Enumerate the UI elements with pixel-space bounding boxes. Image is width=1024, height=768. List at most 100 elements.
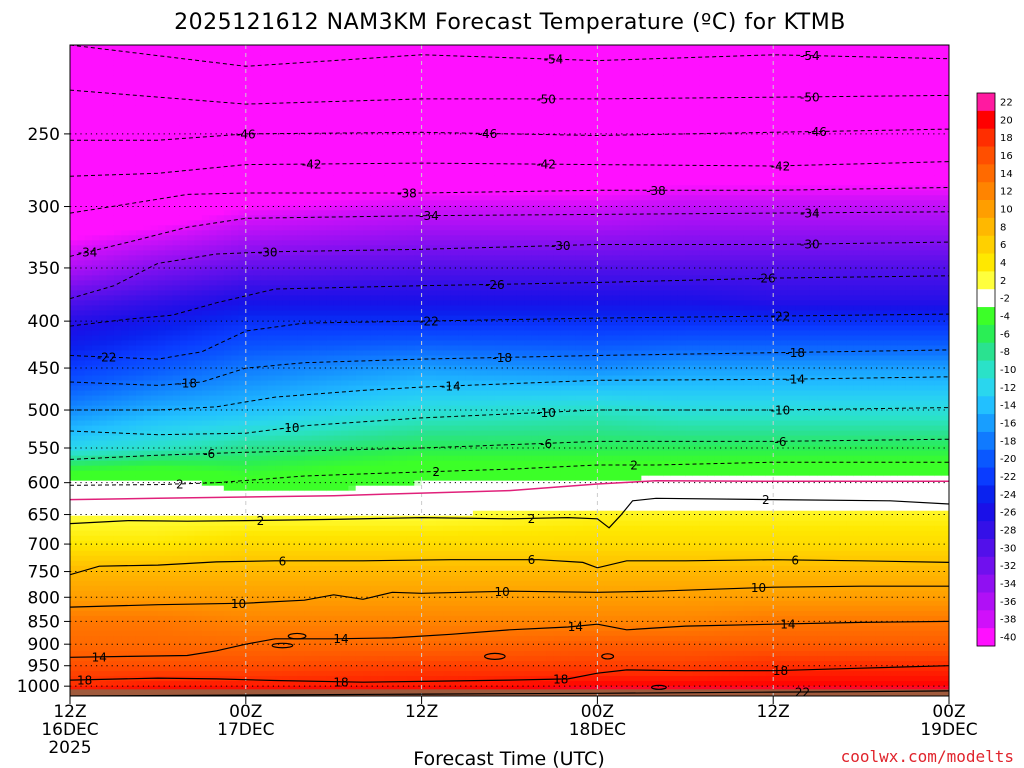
temperature-cell <box>297 185 305 191</box>
temperature-cell <box>209 240 217 246</box>
temperature-cell <box>92 325 100 331</box>
temperature-cell <box>224 355 232 361</box>
temperature-cell <box>180 285 188 291</box>
temperature-cell <box>348 295 356 301</box>
temperature-cell <box>341 626 349 632</box>
temperature-cell <box>143 165 151 171</box>
temperature-cell <box>195 165 203 171</box>
temperature-cell <box>121 150 129 156</box>
temperature-cell <box>290 601 298 607</box>
temperature-cell <box>70 506 78 512</box>
temperature-cell <box>341 185 349 191</box>
temperature-cell <box>326 411 334 417</box>
temperature-cell <box>129 340 137 346</box>
temperature-cell <box>348 270 356 276</box>
temperature-cell <box>85 591 93 597</box>
temperature-cell <box>312 300 320 306</box>
temperature-cell <box>326 155 334 161</box>
temperature-cell <box>326 80 334 86</box>
temperature-cell <box>129 576 137 582</box>
temperature-cell <box>180 661 188 667</box>
temperature-cell <box>143 571 151 577</box>
temperature-cell <box>334 431 342 437</box>
temperature-cell <box>129 155 137 161</box>
temperature-cell <box>202 245 210 251</box>
temperature-cell <box>187 325 195 331</box>
temperature-cell <box>107 626 115 632</box>
temperature-cell <box>173 135 181 141</box>
temperature-cell <box>121 466 129 472</box>
temperature-cell <box>165 391 173 397</box>
temperature-cell <box>107 506 115 512</box>
temperature-cell <box>129 476 137 482</box>
temperature-cell <box>334 376 342 382</box>
temperature-cell <box>158 155 166 161</box>
temperature-cell <box>151 616 159 622</box>
temperature-cell <box>319 411 327 417</box>
temperature-cell <box>297 140 305 146</box>
temperature-cell <box>151 566 159 572</box>
temperature-cell <box>114 476 122 482</box>
temperature-cell <box>334 280 342 286</box>
temperature-cell <box>231 476 239 482</box>
temperature-cell <box>231 556 239 562</box>
temperature-cell <box>107 165 115 171</box>
temperature-cell <box>334 496 342 502</box>
temperature-cell <box>136 391 144 397</box>
temperature-cell <box>151 285 159 291</box>
temperature-cell <box>136 340 144 346</box>
temperature-cell <box>187 486 195 492</box>
temperature-cell <box>217 200 225 206</box>
temperature-cell <box>297 110 305 116</box>
temperature-cell <box>319 185 327 191</box>
temperature-cell <box>77 215 85 221</box>
temperature-cell <box>319 360 327 366</box>
temperature-cell <box>187 200 195 206</box>
temperature-cell <box>202 656 210 662</box>
temperature-cell <box>275 95 283 101</box>
temperature-cell <box>77 646 85 652</box>
temperature-cell <box>231 636 239 642</box>
temperature-cell <box>114 310 122 316</box>
temperature-cell <box>173 225 181 231</box>
temperature-cell <box>187 641 195 647</box>
temperature-cell <box>107 180 115 186</box>
temperature-cell <box>173 45 181 51</box>
temperature-cell <box>282 626 290 632</box>
temperature-cell <box>282 230 290 236</box>
temperature-cell <box>217 651 225 657</box>
temperature-cell <box>231 371 239 377</box>
temperature-cell <box>275 210 283 216</box>
temperature-cell <box>180 461 188 467</box>
temperature-cell <box>238 436 246 442</box>
temperature-cell <box>217 290 225 296</box>
temperature-cell <box>304 245 312 251</box>
temperature-cell <box>136 245 144 251</box>
temperature-cell <box>275 145 283 151</box>
temperature-cell <box>202 180 210 186</box>
temperature-cell <box>187 160 195 166</box>
temperature-cell <box>173 250 181 256</box>
temperature-cell <box>136 501 144 507</box>
temperature-cell <box>187 75 195 81</box>
temperature-cell <box>326 436 334 442</box>
temperature-cell <box>282 461 290 467</box>
temperature-cell <box>238 235 246 241</box>
temperature-cell <box>187 501 195 507</box>
temperature-cell <box>304 265 312 271</box>
temperature-cell <box>231 90 239 96</box>
temperature-cell <box>326 295 334 301</box>
temperature-cell <box>341 481 349 487</box>
temperature-cell <box>151 215 159 221</box>
temperature-cell <box>180 466 188 472</box>
temperature-cell <box>121 386 129 392</box>
temperature-cell <box>268 536 276 542</box>
temperature-cell <box>121 666 129 672</box>
temperature-cell <box>77 345 85 351</box>
temperature-cell <box>268 65 276 71</box>
temperature-cell <box>275 175 283 181</box>
temperature-cell <box>114 471 122 477</box>
temperature-cell <box>136 125 144 131</box>
temperature-cell <box>217 55 225 61</box>
temperature-cell <box>99 436 107 442</box>
